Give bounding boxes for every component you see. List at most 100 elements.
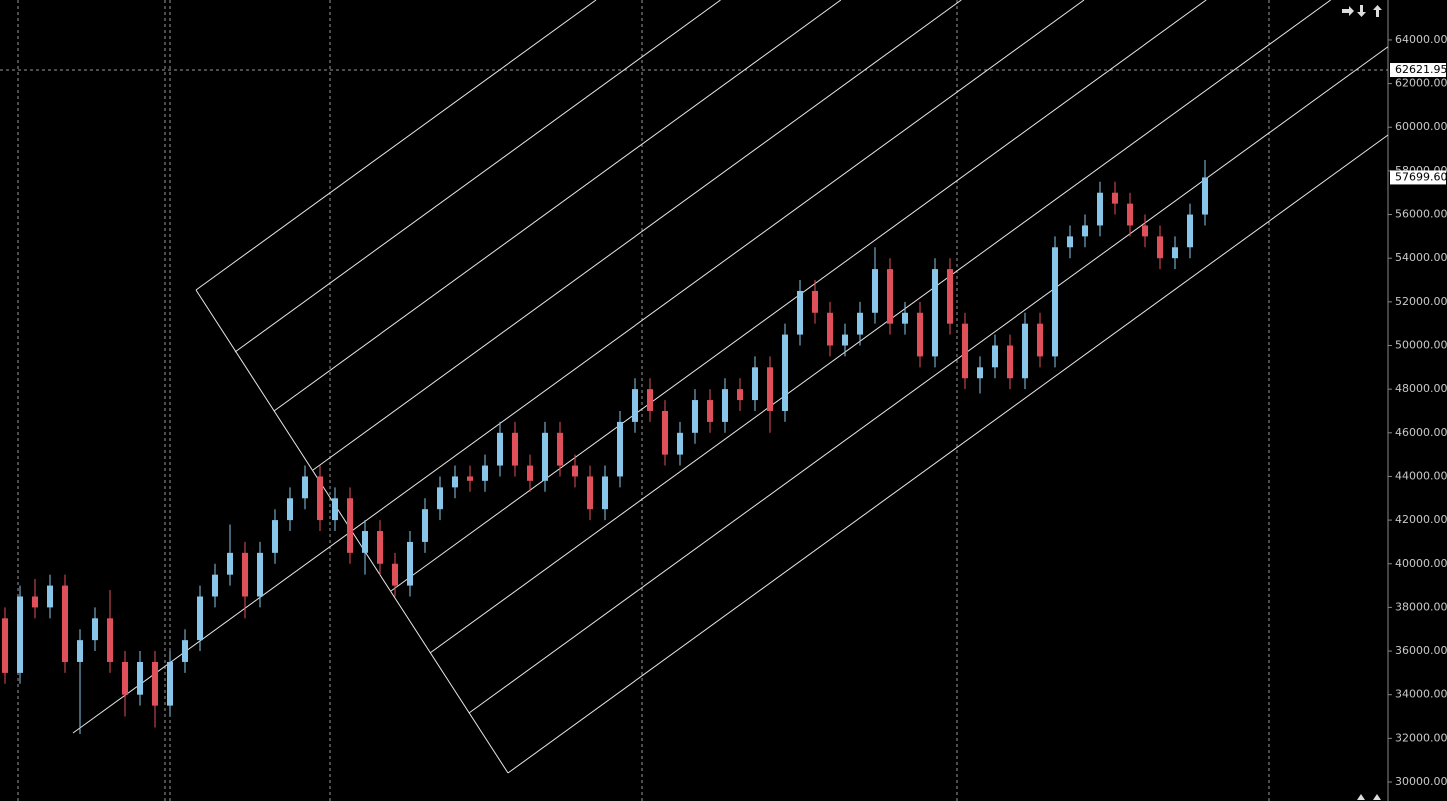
candle-body	[212, 574, 218, 597]
candle-body	[272, 520, 278, 553]
candle-body	[1037, 323, 1043, 357]
y-tick-label: 54000.00	[1395, 251, 1447, 264]
candle-body	[557, 432, 563, 466]
candle-body	[302, 476, 308, 499]
candle-body	[962, 323, 968, 379]
channel-line	[72, 0, 1085, 734]
arrow-down[interactable]	[1357, 5, 1366, 17]
candle-body	[152, 661, 158, 706]
candle-body	[647, 389, 653, 411]
y-tick-label: 46000.00	[1395, 426, 1447, 439]
candle-body	[467, 476, 473, 481]
y-tick-label: 64000.00	[1395, 33, 1447, 46]
candle-body	[572, 465, 578, 477]
candle-body	[32, 596, 38, 608]
candle-body	[737, 389, 743, 401]
y-tick-label: 52000.00	[1395, 295, 1447, 308]
candle-body	[872, 269, 878, 313]
channel-line	[507, 134, 1389, 774]
candle-body	[527, 465, 533, 481]
y-tick-label: 30000.00	[1395, 775, 1447, 788]
scroll-up-2[interactable]	[1373, 794, 1381, 800]
y-tick-label: 34000.00	[1395, 688, 1447, 701]
candle-body	[1052, 247, 1058, 357]
y-tick-label: 60000.00	[1395, 120, 1447, 133]
channel-line	[312, 0, 962, 471]
candle-body	[497, 432, 503, 466]
y-tick-label: 42000.00	[1395, 513, 1447, 526]
candle-body	[77, 640, 83, 662]
candle-body	[1127, 203, 1133, 226]
candle-body	[347, 498, 353, 553]
channel-line	[195, 0, 597, 291]
candle-body	[47, 585, 53, 608]
candle-body	[1172, 247, 1178, 259]
crosshair-price-label-box	[1390, 63, 1446, 78]
candle-body	[692, 400, 698, 433]
candle-body	[542, 432, 548, 481]
candle-body	[512, 432, 518, 466]
y-tick-label: 50000.00	[1395, 338, 1447, 351]
candle-body	[122, 661, 128, 695]
channel-line	[273, 0, 842, 412]
candle-body	[1007, 345, 1013, 379]
crosshair-price-label: 62621.95	[1395, 63, 1447, 76]
channel-line	[429, 0, 1331, 654]
candle-body	[62, 585, 68, 662]
candle-body	[587, 476, 593, 510]
candle-body	[1067, 236, 1073, 248]
candle-body	[782, 334, 788, 411]
candle-body	[422, 509, 428, 542]
candle-body	[92, 618, 98, 641]
candle-body	[392, 563, 398, 586]
y-tick-label: 38000.00	[1395, 600, 1447, 613]
y-tick-label: 48000.00	[1395, 382, 1447, 395]
candle-body	[407, 541, 413, 586]
channel-line	[468, 46, 1389, 714]
candle-body	[452, 476, 458, 488]
candle-body	[842, 334, 848, 346]
candle-body	[932, 269, 938, 357]
candle-body	[362, 531, 368, 553]
candle-body	[332, 498, 338, 521]
candle-body	[182, 640, 188, 662]
candle-body	[947, 269, 953, 324]
candle-body	[242, 552, 248, 597]
candle-body	[707, 400, 713, 422]
candle-body	[2, 618, 8, 673]
y-tick-label: 62000.00	[1395, 77, 1447, 90]
candle-body	[482, 465, 488, 481]
candle-body	[977, 367, 983, 379]
candle-body	[197, 596, 203, 641]
candle-body	[1082, 225, 1088, 237]
candle-body	[257, 552, 263, 597]
candle-body	[437, 487, 443, 510]
candle-body	[797, 290, 803, 335]
candle-body	[1097, 192, 1103, 226]
candle-body	[632, 389, 638, 422]
toolbar-arrows	[1342, 5, 1382, 800]
candle-body	[617, 421, 623, 477]
candle-body	[917, 312, 923, 357]
scroll-up[interactable]	[1357, 794, 1365, 800]
y-tick-label: 32000.00	[1395, 731, 1447, 744]
candle-body	[1112, 192, 1118, 204]
candle-body	[227, 552, 233, 575]
arrow-right[interactable]	[1342, 6, 1354, 16]
arrow-up[interactable]	[1373, 5, 1382, 17]
candle-body	[992, 345, 998, 368]
candle-body	[1187, 214, 1193, 248]
candle-body	[107, 618, 113, 662]
last-price-label-box	[1390, 170, 1446, 185]
candle-body	[662, 410, 668, 455]
candle-body	[722, 389, 728, 422]
candle-body	[827, 312, 833, 346]
candle-body	[857, 312, 863, 335]
candle-body	[887, 269, 893, 324]
candle-body	[287, 498, 293, 521]
candle-body	[17, 596, 23, 673]
candle-body	[1202, 177, 1208, 215]
candle-body	[377, 531, 383, 564]
candle-body	[902, 312, 908, 324]
